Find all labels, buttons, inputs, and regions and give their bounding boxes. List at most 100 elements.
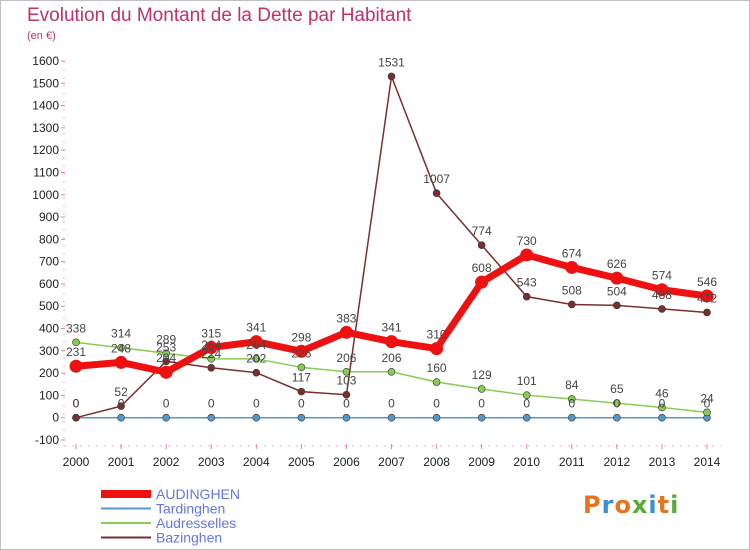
data-point-audresselles	[477, 385, 486, 393]
data-point-bazinghen	[703, 308, 711, 317]
x-tick-label: 2013	[649, 455, 676, 469]
data-point-audresselles	[162, 349, 170, 358]
y-tick-label: 600	[39, 277, 59, 291]
y-tick-label: 800	[39, 232, 59, 246]
x-tick-label: 2005	[288, 455, 315, 469]
data-point-audresselles	[522, 391, 531, 399]
data-point-bazinghen	[522, 292, 531, 301]
data-label-audinghen: 298	[291, 330, 311, 344]
data-point-tardinghen	[432, 413, 441, 422]
data-point-audinghen	[69, 359, 83, 373]
y-tick-label: 1400	[32, 99, 59, 113]
x-tick-label: 2010	[513, 455, 540, 469]
y-tick-label: 700	[39, 255, 59, 269]
data-label-bazinghen: 504	[607, 284, 627, 298]
data-point-bazinghen	[613, 301, 621, 310]
data-point-audresselles	[252, 355, 261, 363]
data-label-tardinghen: 0	[659, 397, 666, 411]
data-label-tardinghen: 0	[253, 397, 260, 411]
data-label-bazinghen: 472	[697, 291, 717, 305]
data-point-audresselles	[72, 338, 80, 347]
data-point-audinghen	[249, 335, 263, 349]
data-label-tardinghen: 0	[614, 397, 621, 411]
data-label-bazinghen: 774	[472, 224, 492, 238]
data-label-audinghen: 310	[427, 328, 447, 342]
axes: -100010020030040050060070080090010001100…	[32, 54, 721, 469]
series-layer	[69, 72, 714, 422]
data-label-bazinghen: 508	[562, 283, 582, 297]
data-point-tardinghen	[477, 413, 486, 422]
data-labels: 231 248 204 315 341 298 383 341 310 608 730 674 626 5…	[66, 55, 717, 410]
legend-label-audinghen: AUDINGHEN	[156, 486, 240, 502]
data-point-tardinghen	[522, 413, 531, 422]
data-label-audresselles: 46	[655, 386, 669, 400]
data-label-tardinghen: 0	[343, 397, 350, 411]
y-tick-label: 300	[39, 344, 59, 358]
data-label-bazinghen: 117	[292, 371, 311, 385]
data-label-audresselles: 129	[472, 368, 492, 382]
data-label-audinghen: 341	[381, 321, 401, 335]
data-label-audresselles: 84	[565, 378, 579, 392]
data-label-audresselles: 264	[201, 338, 221, 352]
data-point-audresselles	[703, 408, 711, 417]
data-point-tardinghen	[207, 413, 216, 422]
data-point-tardinghen	[252, 413, 261, 422]
data-label-bazinghen: 1007	[423, 172, 450, 186]
data-point-tardinghen	[567, 413, 576, 422]
data-label-bazinghen: 543	[517, 276, 537, 290]
data-label-audinghen: 626	[607, 257, 627, 271]
data-point-audinghen	[294, 344, 308, 358]
data-label-audresselles: 24	[700, 391, 714, 405]
data-label-audresselles: 206	[336, 351, 356, 365]
y-tick-label: 1000	[32, 188, 59, 202]
y-tick-label: 1600	[32, 54, 59, 68]
data-point-bazinghen	[567, 300, 576, 309]
data-label-tardinghen: 0	[298, 397, 305, 411]
data-point-bazinghen	[658, 305, 666, 313]
chart-unit-subtitle: (en €)	[27, 30, 56, 42]
data-label-tardinghen: 0	[163, 397, 170, 411]
y-tick-label: 1100	[33, 165, 59, 179]
data-point-audresselles	[432, 378, 441, 386]
x-tick-label: 2008	[423, 455, 450, 469]
data-label-audinghen: 341	[246, 321, 266, 335]
proxiti-logo: Proxiti	[583, 491, 680, 519]
data-label-bazinghen: 103	[336, 374, 356, 388]
x-tick-label: 2011	[559, 455, 585, 469]
data-label-bazinghen: 488	[652, 288, 672, 302]
data-point-bazinghen	[162, 357, 170, 366]
data-point-audinghen	[655, 283, 669, 297]
data-point-audresselles	[387, 367, 396, 376]
data-label-tardinghen: 0	[568, 397, 575, 411]
x-tick-label: 2001	[108, 455, 135, 469]
data-point-tardinghen	[162, 413, 170, 422]
data-label-audresselles: 65	[610, 382, 624, 396]
data-label-tardinghen: 0	[208, 397, 215, 411]
data-label-audinghen: 248	[111, 341, 131, 355]
y-tick-label: 900	[39, 210, 59, 224]
data-point-bazinghen	[432, 189, 441, 198]
data-label-tardinghen: 0	[523, 397, 530, 411]
y-tick-label: 100	[39, 388, 59, 402]
y-tick-label: 1500	[32, 76, 59, 90]
y-tick-label: 1200	[32, 143, 59, 157]
data-label-tardinghen: 0	[73, 397, 80, 411]
data-label-tardinghen: 0	[118, 397, 125, 411]
data-label-bazinghen: 253	[156, 340, 176, 354]
data-label-audresselles: 101	[517, 374, 537, 388]
data-label-audresselles: 160	[427, 361, 447, 375]
data-label-bazinghen: 52	[114, 385, 128, 399]
data-label-audresselles: 289	[156, 332, 176, 346]
data-point-bazinghen	[117, 402, 125, 410]
data-point-tardinghen	[342, 413, 351, 422]
data-point-bazinghen	[297, 387, 306, 396]
data-label-tardinghen: 0	[388, 397, 395, 411]
data-point-audresselles	[117, 343, 125, 352]
data-label-audinghen: 383	[336, 311, 356, 325]
data-point-audinghen	[430, 342, 444, 356]
chart-title: Evolution du Montant de la Dette par Hab…	[27, 5, 412, 26]
data-point-audinghen	[159, 365, 173, 379]
x-tick-label: 2000	[63, 455, 90, 469]
